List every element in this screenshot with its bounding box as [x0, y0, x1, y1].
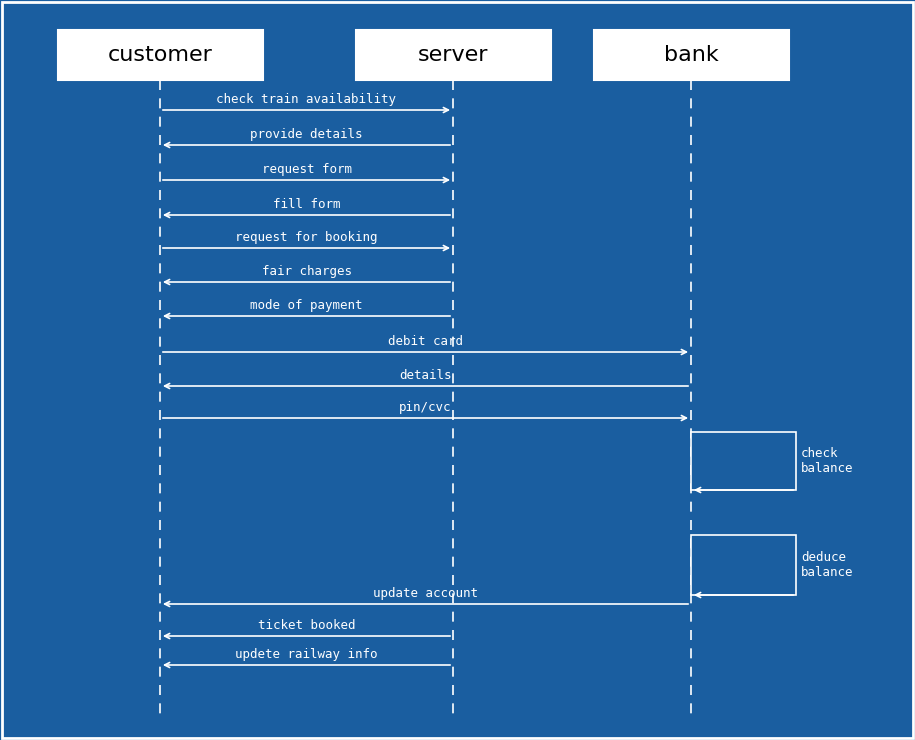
Text: request for booking: request for booking [235, 231, 378, 244]
Text: mode of payment: mode of payment [250, 299, 362, 312]
Text: check
balance: check balance [801, 447, 854, 475]
Text: pin/cvc: pin/cvc [399, 401, 452, 414]
Text: ticket booked: ticket booked [258, 619, 355, 632]
Text: fair charges: fair charges [262, 265, 351, 278]
Text: server: server [418, 45, 489, 65]
Text: deduce
balance: deduce balance [801, 551, 854, 579]
Text: bank: bank [663, 45, 718, 65]
Bar [691, 535, 796, 595]
Text: debit card: debit card [388, 335, 463, 348]
Text: check train availability: check train availability [217, 93, 396, 106]
Text: customer: customer [108, 45, 212, 65]
Text: provide details: provide details [250, 128, 362, 141]
Text: request form: request form [262, 163, 351, 176]
Text: updete railway info: updete railway info [235, 648, 378, 661]
Bar [594, 30, 789, 80]
Text: update account: update account [373, 587, 478, 600]
Bar [356, 30, 551, 80]
Bar [691, 432, 796, 490]
Text: details: details [399, 369, 452, 382]
Bar [58, 30, 263, 80]
Text: fill form: fill form [273, 198, 340, 211]
